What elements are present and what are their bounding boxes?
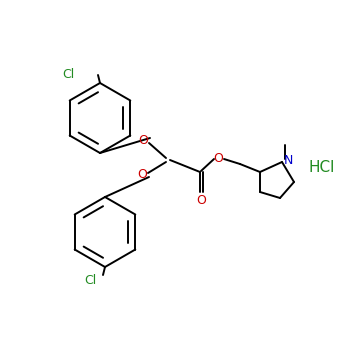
Text: O: O bbox=[196, 194, 206, 206]
Text: N: N bbox=[284, 154, 293, 168]
Text: O: O bbox=[138, 133, 148, 147]
Text: O: O bbox=[213, 152, 223, 164]
Text: Cl: Cl bbox=[62, 69, 74, 82]
Text: HCl: HCl bbox=[308, 160, 334, 175]
Text: Cl: Cl bbox=[84, 273, 96, 287]
Text: O: O bbox=[137, 168, 147, 182]
